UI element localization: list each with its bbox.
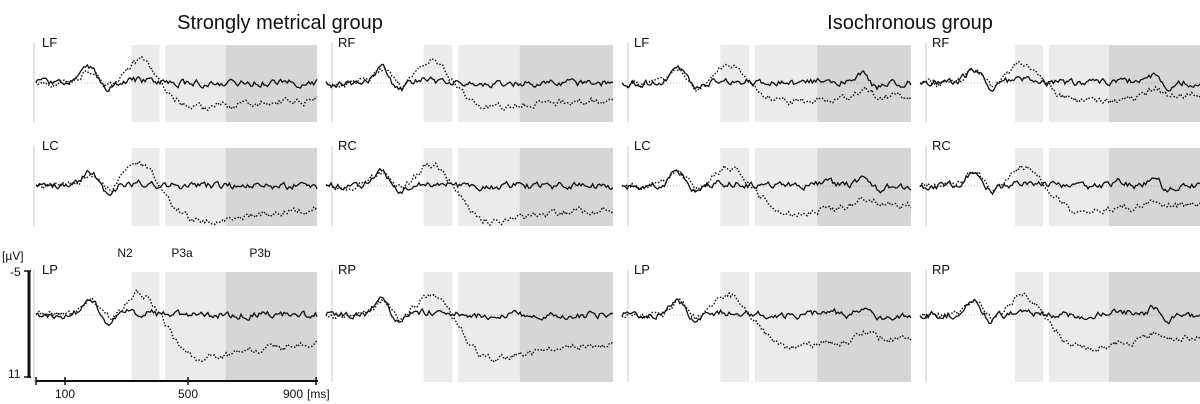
window-p3a <box>165 148 226 226</box>
scale-bars: N2 P3a P3b [µV] -5 11 100 500 900 [ms] <box>2 246 330 401</box>
trace-solid <box>35 299 318 327</box>
window-n2 <box>720 272 750 382</box>
panel-label: LP <box>42 262 58 277</box>
trace-solid <box>621 64 912 91</box>
window-n2 <box>131 272 160 382</box>
panel-label: LC <box>42 138 59 153</box>
window-p3b <box>519 148 613 226</box>
window-p3a <box>458 272 520 382</box>
panel-label: RP <box>338 262 356 277</box>
panel-isochronous-rf: RF <box>919 35 1200 122</box>
window-p3a <box>1048 272 1109 382</box>
component-label-p3b: P3b <box>249 246 271 260</box>
x-unit-label: [ms] <box>307 387 330 401</box>
panel-metrical-lf: LF <box>33 35 318 122</box>
window-p3b <box>519 272 613 382</box>
x-tick-label-900: 900 <box>283 387 303 401</box>
panels-layer: LF RF LC RC LP RP LF RF LC RC LP RP <box>33 35 1200 382</box>
group-titles: Strongly metrical group Isochronous grou… <box>177 12 993 34</box>
component-label-n2: N2 <box>117 246 133 260</box>
panel-label: LP <box>634 262 650 277</box>
window-p3b <box>1109 272 1200 382</box>
window-n2 <box>1015 148 1044 226</box>
panel-isochronous-lf: LF <box>621 35 912 122</box>
trace-dotted <box>919 292 1200 353</box>
panel-label: RF <box>338 35 355 50</box>
window-p3a <box>165 272 226 382</box>
window-p3b <box>817 45 911 122</box>
y-tick-bottom-label: 11 <box>8 367 21 381</box>
panel-label: RC <box>338 138 357 153</box>
trace-dotted <box>35 160 318 226</box>
component-label-p3a: P3a <box>171 246 193 260</box>
trace-dotted <box>919 60 1200 105</box>
y-tick-top-label: -5 <box>10 265 21 279</box>
trace-dotted <box>325 58 614 112</box>
window-p3a <box>1048 148 1109 226</box>
panel-label: RP <box>932 262 950 277</box>
trace-solid <box>325 296 614 323</box>
trace-dotted <box>919 164 1200 215</box>
trace-dotted <box>621 163 912 218</box>
panel-isochronous-lc: LC <box>621 138 912 226</box>
trace-solid <box>35 63 318 92</box>
window-p3b <box>1109 45 1200 122</box>
y-unit-label: [µV] <box>2 249 24 263</box>
window-n2 <box>1015 272 1044 382</box>
panel-label: LF <box>634 35 649 50</box>
trace-dotted <box>621 291 912 351</box>
x-tick-label-500: 500 <box>178 387 198 401</box>
trace-solid <box>325 63 614 92</box>
trace-dotted <box>35 288 318 363</box>
trace-dotted <box>325 292 614 364</box>
window-p3b <box>817 272 911 382</box>
window-p3b <box>225 45 317 122</box>
panel-label: RF <box>932 35 949 50</box>
window-n2 <box>423 148 453 226</box>
trace-dotted <box>35 55 318 112</box>
trace-solid <box>919 67 1200 92</box>
window-n2 <box>131 45 160 122</box>
trace-solid <box>621 169 912 194</box>
panel-isochronous-rc: RC <box>919 138 1200 226</box>
window-n2 <box>423 272 453 382</box>
trace-solid <box>35 169 318 197</box>
panel-metrical-rf: RF <box>325 35 614 122</box>
trace-solid <box>621 298 912 324</box>
panel-metrical-rp: RP <box>325 262 614 382</box>
trace-dotted <box>621 63 912 106</box>
panel-label: LF <box>42 35 57 50</box>
panel-label: RC <box>932 138 951 153</box>
panel-isochronous-lp: LP <box>621 262 912 382</box>
window-p3a <box>754 272 817 382</box>
panel-metrical-rc: RC <box>325 138 614 227</box>
window-p3a <box>165 45 226 122</box>
panel-metrical-lc: LC <box>33 138 318 226</box>
window-p3b <box>1109 148 1200 226</box>
trace-dotted <box>325 161 614 227</box>
x-tick-label-100: 100 <box>55 387 75 401</box>
group-title-strongly-metrical: Strongly metrical group <box>177 12 383 34</box>
panel-isochronous-rp: RP <box>919 262 1200 382</box>
window-p3b <box>225 272 317 382</box>
window-p3b <box>519 45 613 122</box>
panel-label: LC <box>634 138 651 153</box>
panel-metrical-lp: LP <box>33 262 318 382</box>
window-p3b <box>817 148 911 226</box>
window-p3a <box>1048 45 1109 122</box>
window-p3a <box>754 148 817 226</box>
group-title-isochronous: Isochronous group <box>827 12 993 34</box>
